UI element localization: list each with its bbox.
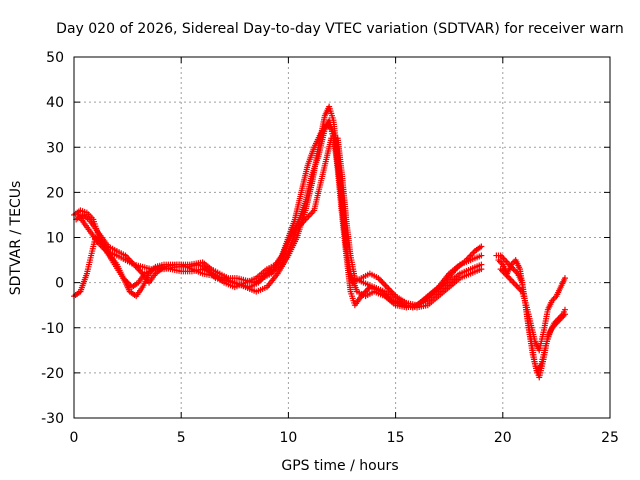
data-point xyxy=(478,243,485,250)
y-tick-label: 20 xyxy=(46,185,64,201)
y-tick-label: 50 xyxy=(46,50,64,66)
y-tick-label: -20 xyxy=(41,366,64,382)
series-track-7 xyxy=(493,252,568,381)
y-tick-label: -10 xyxy=(41,321,64,337)
axis-ticks: 0 5 10 15 20 25 -30 -20 -10 0 10 20 30 40 50 xyxy=(41,50,619,446)
series-track-1 xyxy=(71,103,485,311)
y-tick-label: 40 xyxy=(46,95,64,111)
x-tick-label: 10 xyxy=(279,430,297,446)
x-tick-label: 0 xyxy=(70,430,79,446)
y-tick-label: 0 xyxy=(55,276,64,292)
x-tick-label: 25 xyxy=(601,430,619,446)
x-tick-label: 15 xyxy=(387,430,405,446)
data-point xyxy=(478,252,485,259)
y-tick-label: 30 xyxy=(46,140,64,156)
y-axis-label: SDTVAR / TECUs xyxy=(8,181,24,296)
series-track-6 xyxy=(497,266,568,354)
y-tick-label: 10 xyxy=(46,231,64,247)
series-track-4 xyxy=(75,117,485,311)
grid xyxy=(74,57,610,418)
data-point xyxy=(478,266,485,273)
data-point xyxy=(561,275,568,282)
y-tick-label: -30 xyxy=(41,411,64,427)
series-track-2 xyxy=(71,121,485,309)
data-point xyxy=(561,311,568,318)
x-tick-label: 5 xyxy=(177,430,186,446)
x-axis-label: GPS time / hours xyxy=(281,458,398,474)
data-series xyxy=(71,103,568,381)
x-tick-label: 20 xyxy=(494,430,512,446)
chart-title: Day 020 of 2026, Sidereal Day-to-day VTE… xyxy=(56,21,624,37)
